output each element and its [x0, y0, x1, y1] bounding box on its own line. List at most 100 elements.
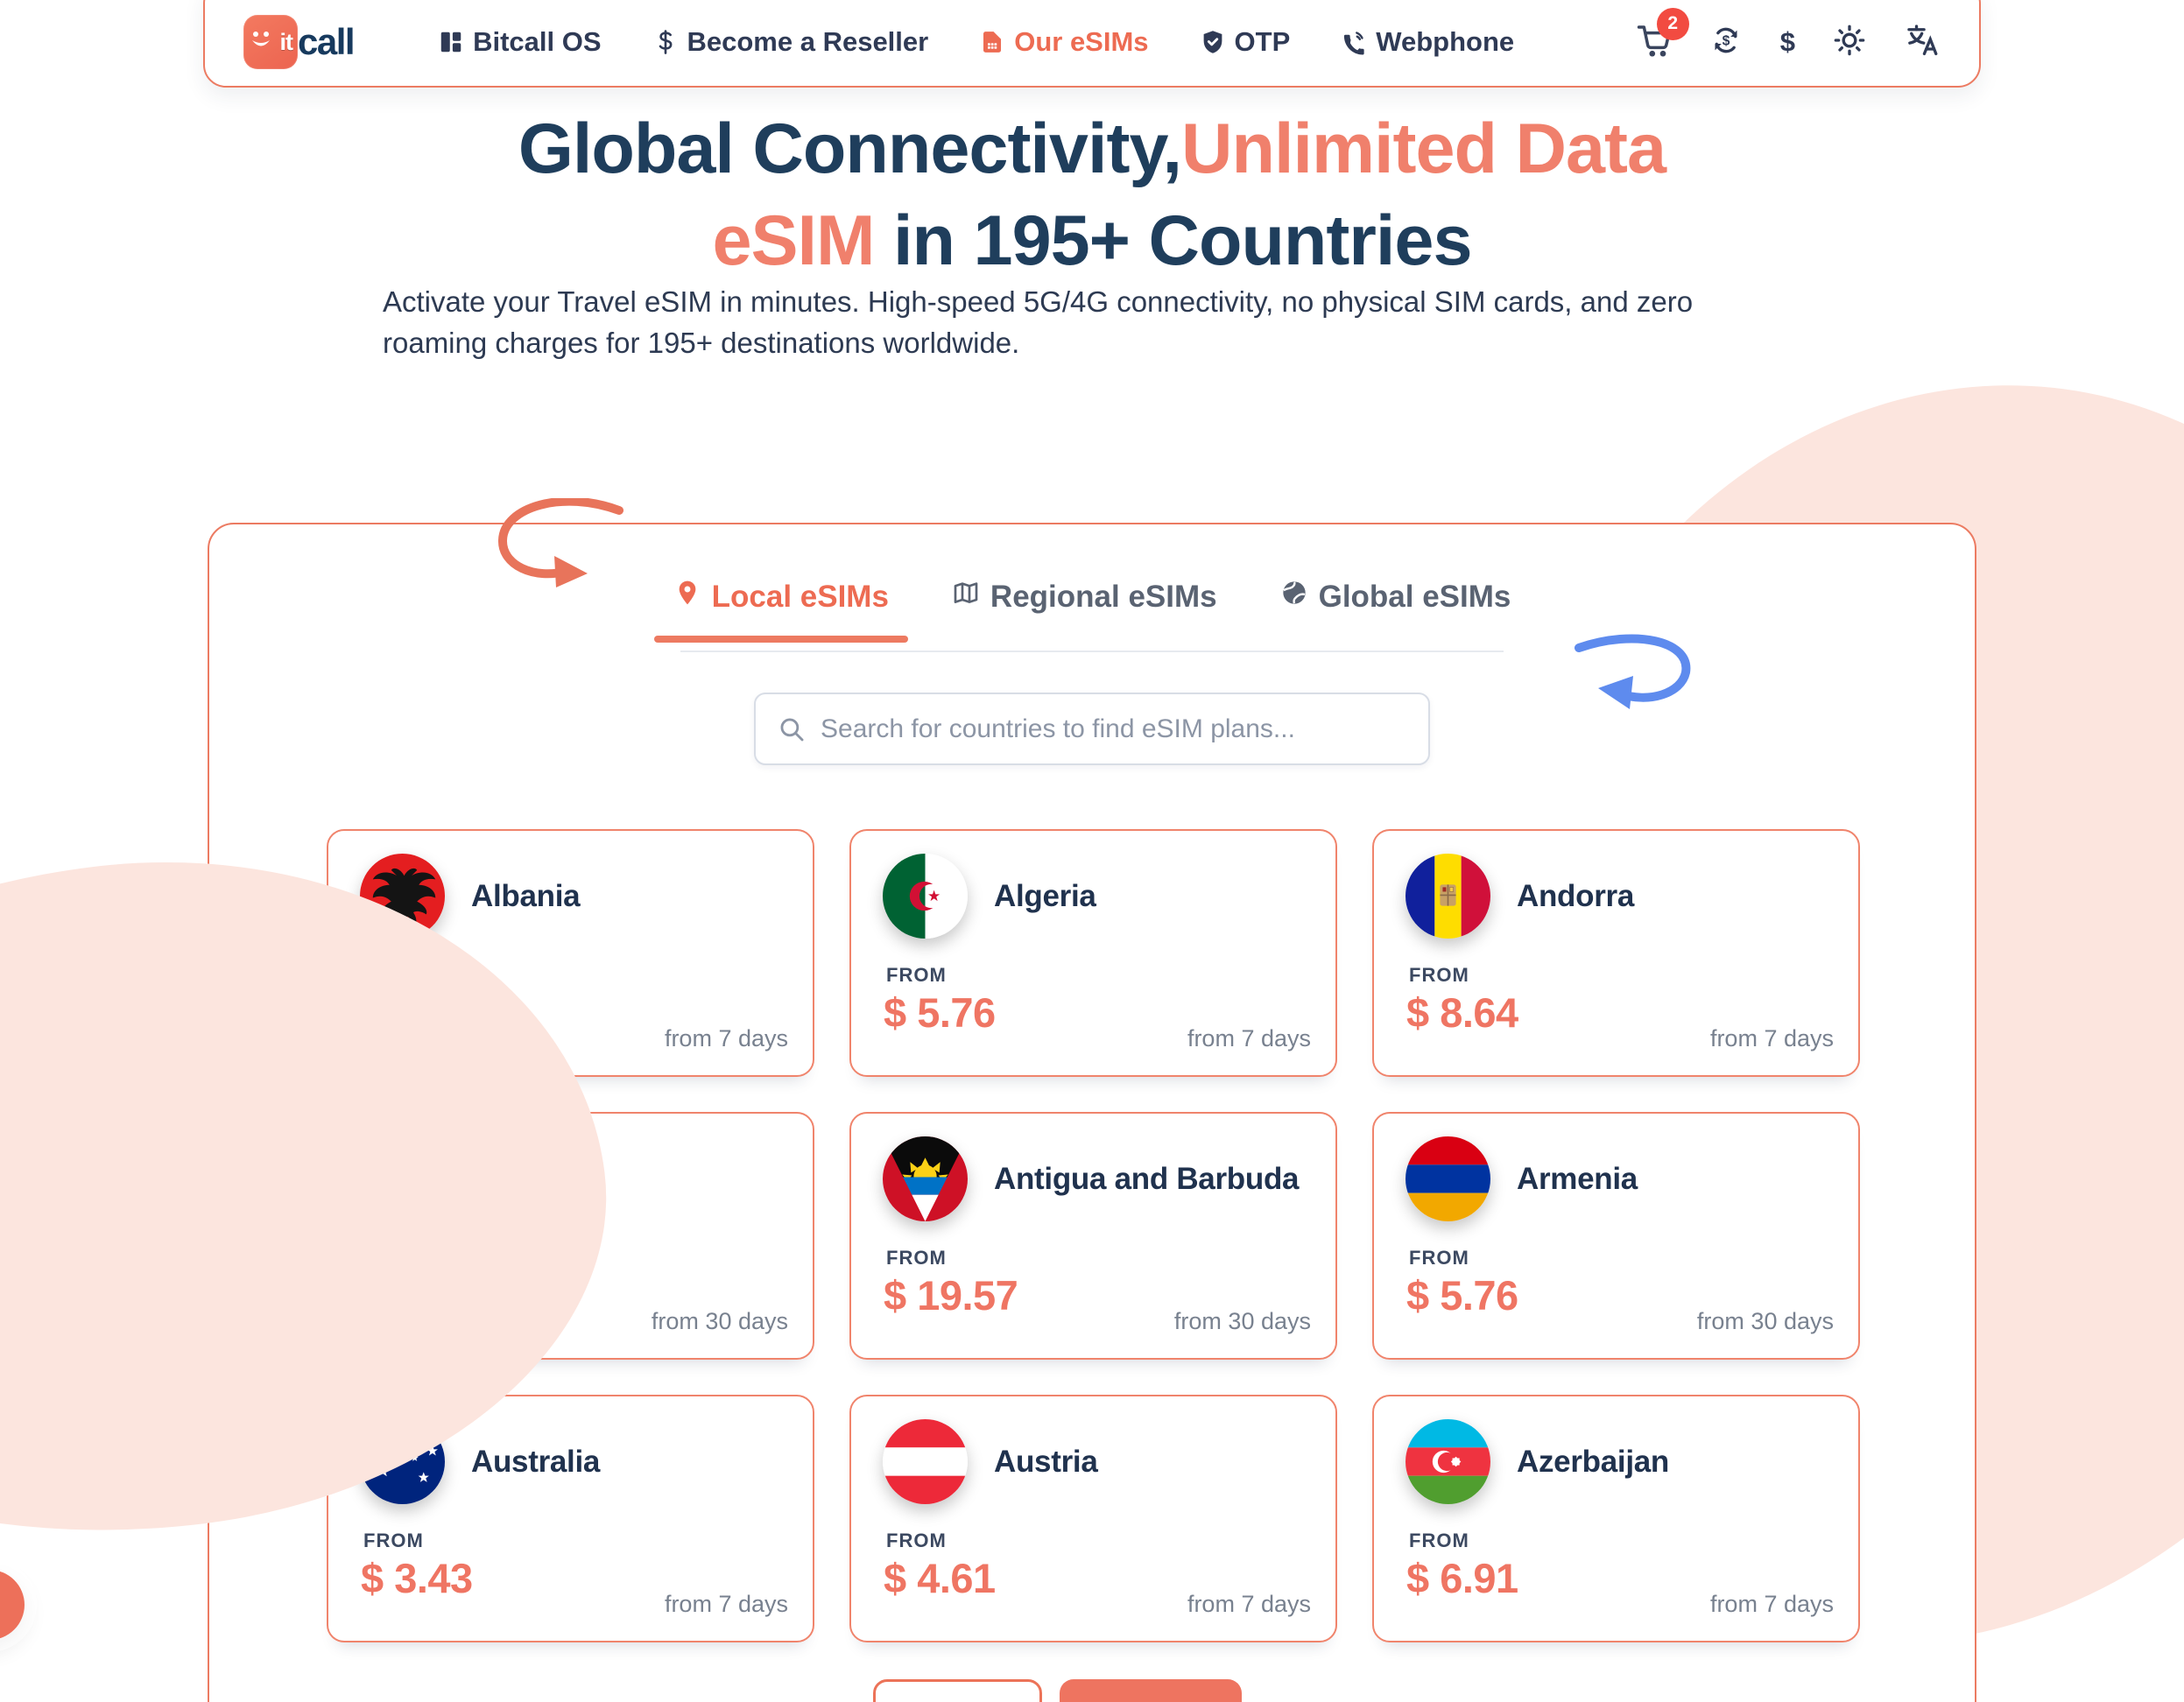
grid-icon [438, 29, 464, 55]
brand-icon-text: it [279, 28, 293, 55]
price: $ 5.76 [1406, 1272, 1518, 1319]
country-name: Australia [471, 1444, 601, 1479]
tabs-divider [680, 651, 1504, 652]
azerbaijan-flag-icon [1406, 1419, 1490, 1504]
previous-page-button[interactable] [873, 1679, 1042, 1702]
nav-item-label: Webphone [1376, 26, 1515, 57]
tab-local-esims[interactable]: Local eSIMs [653, 579, 909, 643]
nav-item-webphone[interactable]: Webphone [1341, 26, 1514, 58]
price: $ 19.57 [884, 1272, 1018, 1319]
nav-item-otp[interactable]: OTP [1200, 26, 1291, 58]
country-search [754, 693, 1430, 765]
brand-text: call [298, 21, 356, 62]
pin-icon [673, 579, 701, 615]
cart-button[interactable]: 2 [1635, 7, 1689, 63]
country-card-austria[interactable]: Austria FROM $ 4.61 from 7 days [849, 1395, 1337, 1642]
duration: from 7 days [1187, 1591, 1311, 1617]
from-label: FROM [886, 1530, 947, 1551]
duration: from 7 days [664, 1591, 788, 1617]
floating-action-circle[interactable] [0, 1570, 25, 1640]
tab-label: Global eSIMs [1318, 579, 1511, 614]
armenia-flag-icon [1406, 1136, 1490, 1221]
price: $ 6.91 [1406, 1555, 1518, 1601]
price: $ 4.61 [884, 1555, 996, 1601]
svg-text:$: $ [1722, 33, 1730, 48]
navbar: it call Bitcall OS Become a Reseller [203, 0, 1981, 88]
duration: from 7 days [1709, 1025, 1834, 1051]
next-page-button[interactable] [1060, 1679, 1242, 1702]
duration: from 7 days [664, 1025, 788, 1051]
country-card-algeria[interactable]: Algeria FROM $ 5.76 from 7 days [849, 829, 1337, 1077]
theme-toggle[interactable] [1832, 23, 1867, 62]
dollar-icon [652, 29, 679, 55]
country-card-azerbaijan[interactable]: Azerbaijan FROM $ 6.91 from 7 days [1372, 1395, 1860, 1642]
from-label: FROM [1409, 964, 1469, 986]
esim-type-tabs: Local eSIMs Regional eSIMs Global eSIMs [209, 579, 1975, 643]
country-name: Austria [994, 1444, 1098, 1479]
country-name: Antigua and Barbuda [994, 1161, 1300, 1196]
currency-exchange-button[interactable]: $ [1708, 23, 1744, 62]
orange-doodle-arrow [498, 498, 623, 587]
phone-icon [1341, 29, 1367, 55]
nav-item-label: Bitcall OS [473, 26, 602, 57]
nav-item-become-a-reseller[interactable]: Become a Reseller [652, 26, 929, 58]
cart-icon [1635, 22, 1672, 63]
nav-item-bitcall-os[interactable]: Bitcall OS [438, 26, 602, 58]
brand-logo[interactable]: it call [243, 15, 356, 69]
cart-badge: 2 [1656, 7, 1689, 40]
andorra-flag-icon [1406, 854, 1490, 939]
globe-icon [1280, 579, 1308, 615]
brand-icon: it [243, 15, 298, 69]
country-name: Azerbaijan [1517, 1444, 1669, 1479]
country-name: Andorra [1517, 878, 1635, 913]
duration: from 30 days [1173, 1308, 1311, 1334]
duration: from 30 days [1696, 1308, 1834, 1334]
price: $ 5.76 [884, 989, 996, 1036]
price: $ 8.64 [1406, 989, 1518, 1036]
tab-regional-esims[interactable]: Regional eSIMs [952, 579, 1217, 618]
currency-symbol: $ [1779, 26, 1795, 57]
nav-item-our-esims[interactable]: Our eSIMs [979, 26, 1149, 58]
hero-heading: Global Connectivity,Unlimited Data eSIM … [0, 103, 2184, 288]
algeria-flag-icon [883, 854, 968, 939]
from-label: FROM [886, 964, 947, 986]
sim-icon [979, 29, 1005, 55]
translate-icon [1904, 22, 1941, 63]
nav-menu: Bitcall OS Become a Reseller Our eSIMs O… [438, 26, 1514, 58]
tab-label: Regional eSIMs [990, 579, 1217, 614]
currency-exchange-icon: $ [1708, 23, 1744, 62]
page-title: Global Connectivity,Unlimited Data eSIM … [518, 109, 1666, 281]
nav-item-label: Our eSIMs [1014, 26, 1149, 57]
nav-item-label: OTP [1234, 26, 1291, 57]
duration: from 7 days [1709, 1591, 1834, 1617]
country-name: Albania [471, 878, 581, 913]
language-switcher[interactable] [1904, 22, 1941, 63]
duration: from 7 days [1187, 1025, 1311, 1051]
country-card-andorra[interactable]: Andorra FROM $ 8.64 from 7 days [1372, 829, 1860, 1077]
nav-item-label: Become a Reseller [687, 26, 929, 57]
smiley-face-icon [252, 32, 270, 46]
hero-subtitle: Activate your Travel eSIM in minutes. Hi… [383, 285, 1694, 359]
country-card-antigua-and-barbuda[interactable]: Antigua and Barbuda FROM $ 19.57 from 30… [849, 1112, 1337, 1360]
from-label: FROM [1409, 1530, 1469, 1551]
nav-right-icons: 2 $ $ [1635, 7, 1941, 63]
tab-label: Local eSIMs [711, 579, 889, 614]
price: $ 3.43 [361, 1555, 473, 1601]
country-card-armenia[interactable]: Armenia FROM $ 5.76 from 30 days [1372, 1112, 1860, 1360]
country-name: Armenia [1517, 1161, 1638, 1196]
currency-selector[interactable]: $ [1780, 26, 1795, 58]
sun-icon [1832, 23, 1867, 62]
shield-check-icon [1200, 29, 1226, 55]
austria-flag-icon [883, 1419, 968, 1504]
search-icon [780, 718, 804, 741]
search-input[interactable] [807, 694, 1428, 763]
duration: from 30 days [651, 1308, 788, 1334]
tab-global-esims[interactable]: Global eSIMs [1280, 579, 1511, 618]
map-icon [952, 579, 980, 615]
from-label: FROM [886, 1247, 947, 1269]
blue-doodle-arrow [1575, 634, 1691, 709]
from-label: FROM [363, 1530, 424, 1551]
antigua-and-barbuda-flag-icon [883, 1136, 968, 1221]
from-label: FROM [1409, 1247, 1469, 1269]
